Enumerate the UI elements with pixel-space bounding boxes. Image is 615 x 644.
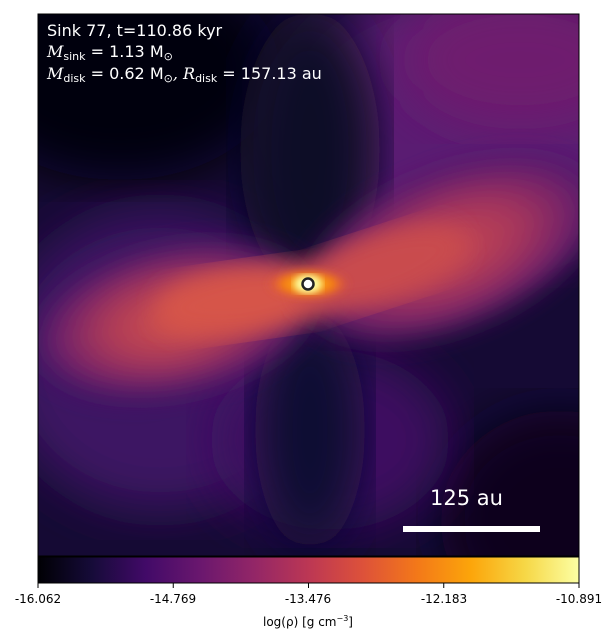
disk-text: Mdisk = 0.62 M⊙, Rdisk = 157.13 au xyxy=(47,64,322,85)
density-image xyxy=(38,14,579,556)
colorbar-ticks xyxy=(37,583,580,588)
colorbar-label-exponent: −3 xyxy=(336,614,349,623)
plot-frame xyxy=(37,13,580,557)
sink-mass-unit-subscript: ⊙ xyxy=(163,50,173,63)
colorbar-tick-label: -10.891 xyxy=(555,592,603,606)
colorbar-tick-label: -13.476 xyxy=(284,592,332,606)
colorbar-label-close: ] xyxy=(348,615,353,629)
disk-radius-value: = 157.13 au xyxy=(217,64,322,83)
scalebar xyxy=(403,526,540,532)
colorbar-label-text: log(ρ) [g cm xyxy=(263,615,337,629)
disk-mass-subscript: disk xyxy=(63,72,86,85)
colorbar xyxy=(37,556,580,584)
sink-marker xyxy=(301,277,315,291)
colorbar-tick-label: -14.769 xyxy=(149,592,197,606)
colorbar-tick-label: -12.183 xyxy=(420,592,468,606)
sink-mass-subscript: sink xyxy=(63,50,86,63)
disk-mass-unit-subscript: ⊙ xyxy=(163,72,173,85)
sink-mass-text: Msink = 1.13 M⊙ xyxy=(47,42,173,63)
colorbar-label: log(ρ) [g cm−3] xyxy=(263,614,353,629)
disk-mass-value: = 0.62 M xyxy=(85,64,164,83)
sink-mass-value: = 1.13 M xyxy=(85,42,164,61)
sink-title: Sink 77, t=110.86 kyr xyxy=(47,21,223,40)
disk-radius-subscript: disk xyxy=(195,72,218,85)
colorbar-tick-label: -16.062 xyxy=(14,592,62,606)
scalebar-label: 125 au xyxy=(430,486,503,510)
sink-mass-symbol: M xyxy=(47,42,64,61)
disk-radius-symbol: , R xyxy=(172,64,196,83)
disk-mass-symbol: M xyxy=(47,64,64,83)
